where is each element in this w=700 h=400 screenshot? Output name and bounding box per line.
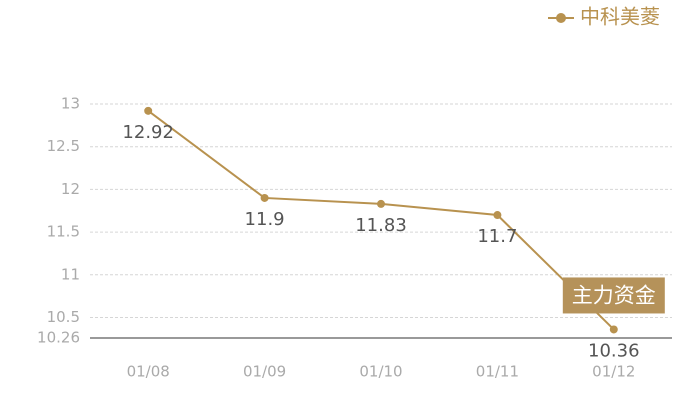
value-label: 12.92	[122, 122, 174, 143]
annotation: 主力资金	[572, 283, 656, 307]
y-tick-label: 11.5	[47, 223, 80, 241]
y-tick-label: 10.26	[37, 329, 80, 347]
point	[144, 106, 153, 115]
x-tick-label: 01/11	[476, 363, 519, 381]
x-tick-label: 01/09	[243, 363, 286, 381]
y-tick-label: 12.5	[47, 137, 80, 155]
y-tick-label: 13	[61, 95, 80, 113]
point	[493, 211, 502, 220]
x-tick-label: 01/10	[359, 363, 402, 381]
legend-marker	[556, 13, 566, 23]
value-label: 11.7	[477, 226, 517, 247]
y-tick-label: 10.5	[47, 308, 80, 326]
value-label: 11.83	[355, 215, 407, 236]
value-label: 11.9	[245, 209, 285, 230]
legend-label: 中科美菱	[580, 5, 660, 29]
x-tick-label: 01/12	[592, 363, 635, 381]
point	[609, 325, 618, 334]
point	[377, 199, 385, 208]
x-tick-label: 01/08	[127, 363, 170, 381]
annotation-box	[562, 277, 665, 314]
value-label: 10.36	[588, 340, 640, 361]
y-tick-label: 11	[61, 265, 80, 283]
point	[260, 193, 269, 202]
y-tick-label: 12	[61, 180, 80, 198]
